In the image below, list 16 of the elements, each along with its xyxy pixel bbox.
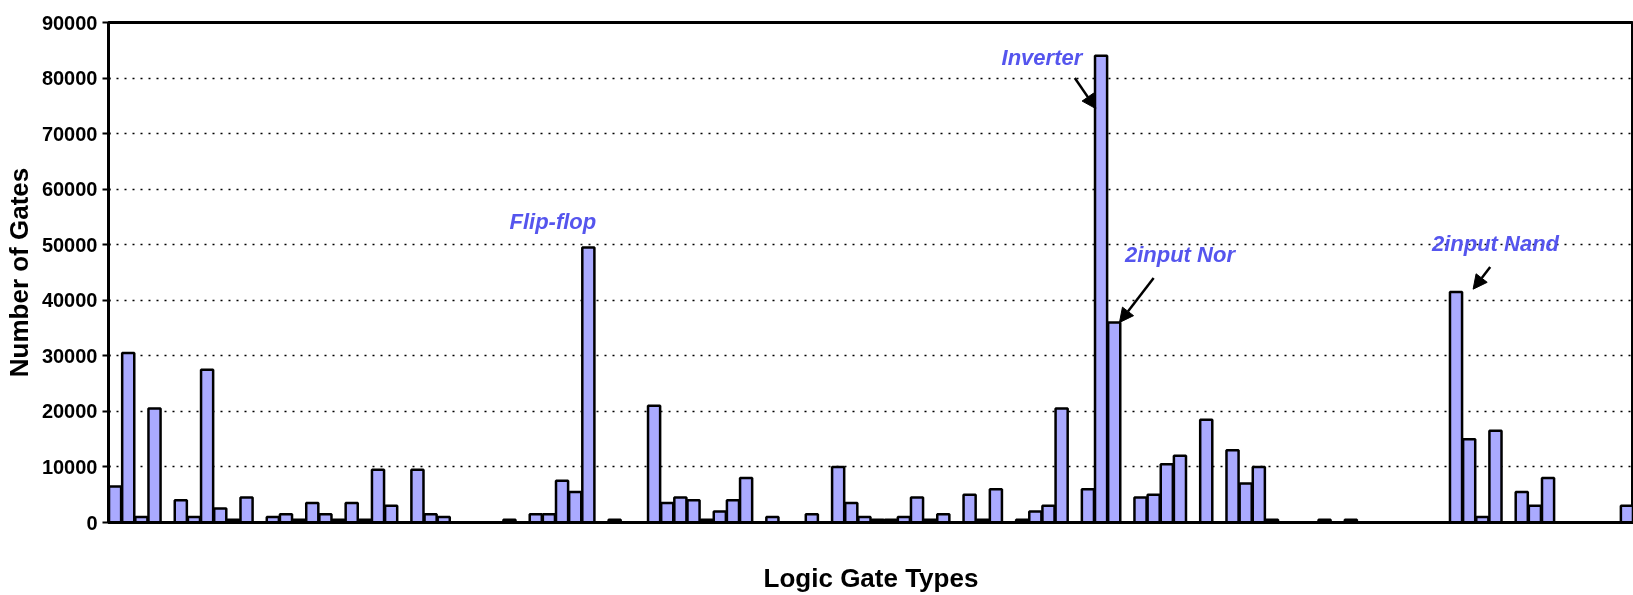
annotation: 2input Nor xyxy=(1123,241,1237,267)
y-axis-title: Number of Gates xyxy=(3,167,34,378)
annotation: 2input Nand xyxy=(1430,230,1560,256)
y-tick-label: 90000 xyxy=(41,11,98,34)
y-tick-label: 30000 xyxy=(41,344,98,367)
y-tick-label: 50000 xyxy=(41,233,98,256)
annotation: Flip-flop xyxy=(509,208,597,234)
x-axis-title: Logic Gate Types xyxy=(763,562,979,593)
y-tick-label: 10000 xyxy=(41,455,98,478)
y-tick-label: 80000 xyxy=(41,67,98,90)
y-tick-label: 40000 xyxy=(41,289,98,312)
y-tick-label: 20000 xyxy=(41,400,98,423)
y-tick-label: 0 xyxy=(86,511,98,534)
y-tick-label: 70000 xyxy=(41,122,98,145)
annotation: Inverter xyxy=(1001,44,1084,70)
y-tick-label: 60000 xyxy=(41,178,98,201)
